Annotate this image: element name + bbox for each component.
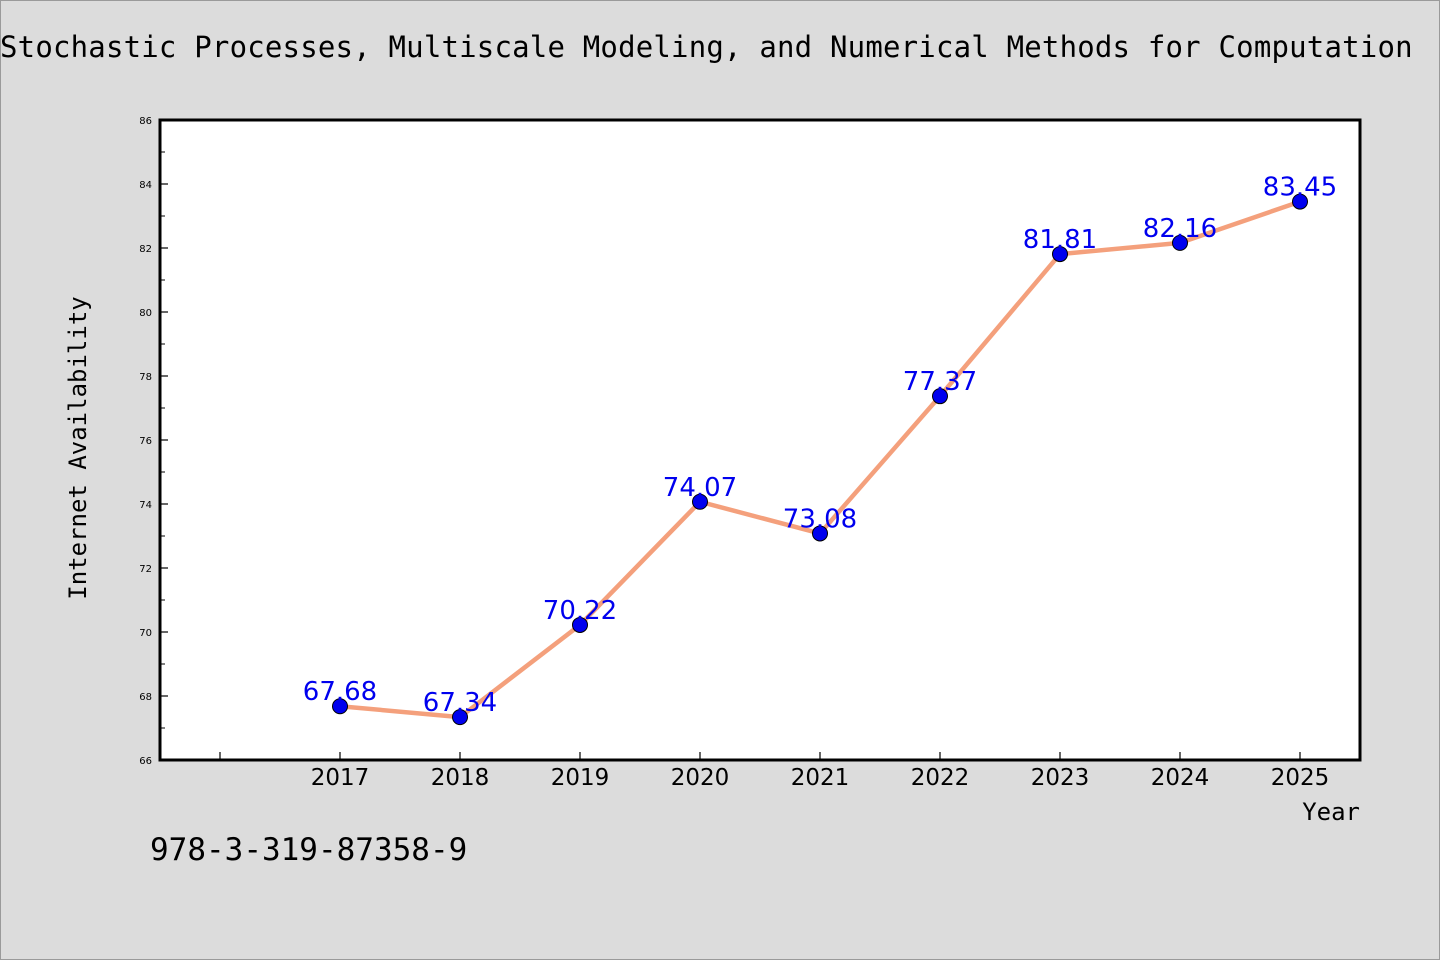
chart-title: Stochastic Processes, Multiscale Modelin…	[0, 30, 1413, 64]
plot-area	[158, 118, 1362, 762]
data-label: 73.08	[783, 504, 857, 534]
data-point	[812, 525, 828, 542]
x-tick-label: 2020	[671, 765, 730, 791]
data-label: 70.22	[543, 596, 617, 626]
x-tick-label: 2024	[1151, 765, 1210, 791]
y-tick-label: 86	[139, 116, 152, 127]
data-labels: 67.68 67.34 70.22 74.07 73.08 77.37 81.81 82.16…	[303, 173, 1337, 719]
x-tick-label: 2022	[911, 765, 970, 791]
data-label: 81.81	[1023, 225, 1097, 255]
y-tick-label: 66	[139, 756, 152, 767]
y-tick-label: 84	[139, 180, 152, 191]
x-axis-label: Year	[1302, 798, 1360, 826]
x-tick-label: 2017	[311, 765, 370, 791]
data-point	[1052, 246, 1068, 263]
data-label: 77.37	[903, 367, 977, 397]
x-tick-label: 2023	[1031, 765, 1090, 791]
data-point	[692, 493, 708, 510]
y-tick-label: 72	[139, 564, 152, 575]
x-tick-label: 2021	[791, 765, 850, 791]
y-tick-label: 80	[139, 308, 152, 319]
y-axis-label: Internet Availability	[64, 296, 92, 599]
y-tick-label: 70	[139, 628, 152, 639]
x-tick-label: 2025	[1271, 765, 1330, 791]
data-label: 82.16	[1143, 214, 1217, 244]
data-point	[332, 698, 348, 715]
x-tick-label: 2019	[551, 765, 610, 791]
data-label: 83.45	[1263, 173, 1337, 203]
isbn-annotation: 978-3-319-87358-9	[150, 832, 468, 868]
x-tick-label: 2018	[431, 765, 490, 791]
y-axis: 66 68 70 72 74 76 78 80 82 84 86	[139, 116, 168, 767]
data-label: 67.34	[423, 688, 497, 718]
y-tick-label: 78	[139, 372, 152, 383]
data-point	[932, 388, 948, 405]
data-point	[1172, 234, 1188, 251]
y-tick-label: 82	[139, 244, 152, 255]
data-label: 74.07	[663, 473, 737, 503]
data-point	[1292, 193, 1308, 210]
data-points	[332, 193, 1308, 726]
y-tick-label: 76	[139, 436, 152, 447]
data-point	[572, 616, 588, 633]
y-tick-label: 68	[139, 692, 152, 703]
y-tick-label: 74	[139, 500, 152, 511]
data-point	[452, 709, 468, 726]
data-label: 67.68	[303, 677, 377, 707]
x-axis: 2017 2018 2019 2020 2021 2022 2023 2024 2025	[219, 752, 1330, 791]
